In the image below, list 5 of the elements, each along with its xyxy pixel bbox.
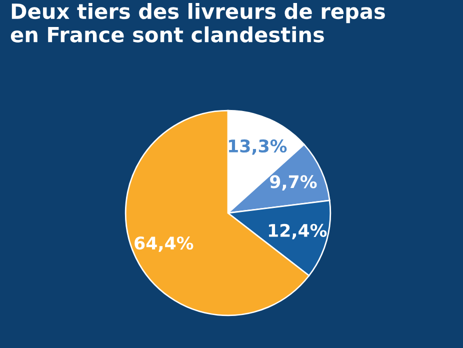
- data-label: 13,3%: [228, 139, 287, 155]
- data-label: 64,4%: [134, 236, 194, 252]
- data-label: 9,7%: [270, 175, 317, 190]
- chart-title: Deux tiers des livreurs de repas en France sont clandestins: [10, 3, 385, 42]
- data-label: 12,4%: [268, 224, 327, 240]
